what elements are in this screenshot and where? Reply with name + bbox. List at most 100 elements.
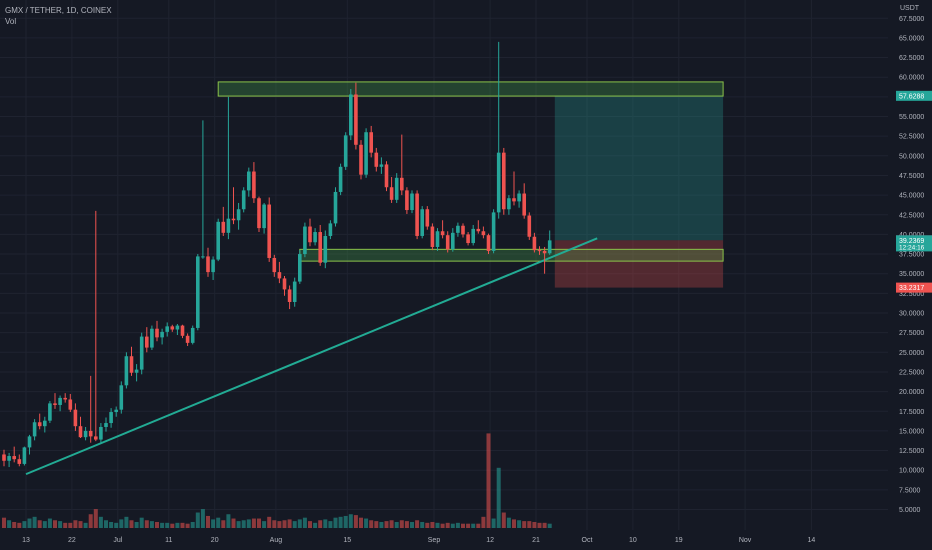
volume-bar — [394, 521, 399, 528]
volume-bar — [445, 522, 450, 528]
candle-body — [476, 228, 481, 232]
candle-body — [338, 166, 343, 192]
volume-bar — [302, 517, 307, 528]
candle-body — [502, 152, 506, 210]
volume-bar — [119, 519, 124, 528]
volume-bar — [425, 522, 430, 528]
candle-body — [349, 94, 353, 136]
volume-bar — [109, 521, 114, 528]
resistance-zone — [217, 81, 724, 97]
candle-body — [359, 144, 363, 175]
candles — [2, 41, 552, 468]
candle-body — [63, 397, 67, 400]
candle-body — [537, 250, 542, 252]
currency-label: USDT — [900, 5, 920, 12]
candle-body — [129, 356, 134, 373]
candle-body — [211, 259, 215, 273]
candle-body — [394, 177, 399, 200]
candle-body — [374, 152, 379, 167]
candle-body — [512, 198, 516, 202]
price-tick-label: 52.5000 — [899, 134, 924, 141]
time-tick-label: 12 — [486, 537, 494, 544]
volume-bar — [139, 517, 144, 528]
price-tick-label: 7.5000 — [899, 487, 921, 494]
time-tick-label: Sep — [428, 537, 441, 544]
trendline[interactable] — [25, 237, 598, 476]
time-tick-label: 21 — [532, 537, 540, 544]
candle-body — [231, 218, 236, 221]
time-tick-label: 15 — [343, 537, 351, 544]
candle-body — [430, 226, 435, 247]
volume-bar — [328, 521, 333, 528]
volume-bar — [384, 521, 389, 528]
time-axis[interactable]: 13 22 Jul 11 20 Aug 15 Sep 12 21 Oct 10 19 Nov 14 — [22, 537, 815, 544]
volume-bar — [93, 509, 98, 528]
candle-body — [389, 187, 394, 200]
price-tick-label: 47.5000 — [899, 173, 924, 180]
candle-body — [99, 426, 103, 440]
volume-bar — [404, 521, 409, 528]
time-tick-label: 13 — [22, 537, 30, 544]
price-tick-label: 27.5000 — [899, 330, 924, 337]
volume-bar — [216, 517, 221, 528]
volume-bar — [58, 521, 63, 528]
volume-bar — [343, 515, 348, 528]
zones[interactable] — [217, 81, 724, 262]
candle-body — [415, 193, 419, 236]
volume-bar — [124, 516, 129, 528]
price-label-box — [896, 282, 932, 293]
candle-body — [354, 94, 358, 145]
volume-bar — [399, 520, 404, 528]
candle-body — [27, 436, 32, 448]
time-tick-label: 20 — [211, 537, 219, 544]
volume-bar — [114, 522, 119, 528]
candle-body — [481, 231, 486, 236]
candle-body — [83, 430, 88, 438]
candle-body — [298, 254, 302, 282]
volume-bar — [83, 522, 88, 528]
candle-body — [282, 278, 287, 290]
candle-body — [364, 132, 368, 175]
symbol-title: GMX / TETHER, 1D, COINEX — [5, 6, 112, 15]
time-tick-label: Oct — [582, 537, 593, 544]
volume-bar — [481, 516, 486, 528]
candle-body — [150, 328, 154, 348]
volume-bar — [129, 520, 134, 528]
volume-bar — [134, 521, 139, 528]
volume-bar — [410, 521, 414, 528]
volume-bar — [415, 520, 420, 528]
volume-bar — [160, 522, 165, 528]
volume-bar — [32, 516, 37, 528]
candle-body — [400, 177, 404, 191]
volume-bar — [251, 518, 256, 528]
candle-body — [145, 336, 149, 348]
price-tick-label: 67.5000 — [899, 16, 924, 23]
time-tick-label: 22 — [68, 537, 76, 544]
candle-body — [466, 234, 470, 244]
candle-body — [180, 325, 185, 336]
volume-bar — [98, 516, 103, 528]
volume-bar — [318, 520, 323, 528]
volume-bar — [22, 521, 27, 528]
volume-bar — [236, 521, 241, 528]
volume-bar — [2, 517, 6, 528]
volume-bar — [369, 520, 374, 528]
volume-bar — [63, 522, 68, 528]
price-tick-label: 37.5000 — [899, 252, 924, 259]
candle-body — [379, 164, 384, 167]
candle-body — [185, 335, 190, 343]
candle-body — [410, 193, 414, 211]
volume-bar — [282, 520, 287, 528]
volume-bar — [144, 520, 149, 528]
volume-bar — [512, 519, 516, 528]
price-tick-label: 25.0000 — [899, 350, 924, 357]
candle-body — [272, 257, 277, 273]
candle-body — [2, 454, 6, 461]
price-tick-label: 45.0000 — [899, 193, 924, 200]
position-box[interactable] — [554, 95, 724, 288]
candle-body — [313, 232, 317, 243]
volume-bar — [104, 520, 108, 528]
